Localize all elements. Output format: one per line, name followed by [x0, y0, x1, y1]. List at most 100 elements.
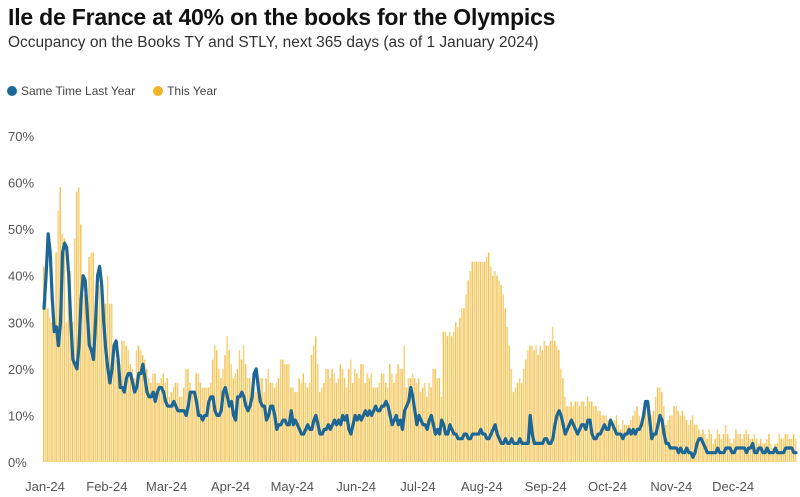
ty-bar: [459, 317, 461, 462]
ty-bar: [508, 345, 511, 462]
ty-bar: [380, 373, 383, 462]
ty-bar: [158, 382, 160, 462]
ty-bar: [434, 368, 436, 462]
ty-bar: [545, 345, 548, 462]
ty-bar: [201, 387, 204, 462]
ty-bar: [195, 373, 197, 462]
x-tick-label: Sep-24: [525, 479, 567, 494]
legend-label-ty: This Year: [167, 84, 218, 98]
ty-bar: [65, 322, 68, 462]
ty-bar: [432, 368, 434, 462]
ty-bar: [430, 387, 432, 462]
ty-bar: [360, 364, 362, 462]
ty-bar: [135, 350, 138, 462]
ty-bar: [110, 303, 113, 462]
ty-bar: [716, 429, 719, 462]
ty-bar: [86, 326, 88, 462]
ty-bar: [162, 373, 164, 462]
ty-bar: [487, 252, 490, 462]
ty-bar: [277, 378, 280, 462]
ty-bar: [286, 364, 288, 462]
ty-bar: [207, 387, 210, 462]
ty-bar: [479, 261, 482, 462]
ty-bar: [473, 261, 476, 462]
x-tick-label: Jan-24: [25, 479, 65, 494]
ty-bar: [123, 340, 125, 462]
ty-bar: [724, 424, 727, 462]
ty-bar: [677, 410, 679, 462]
ty-bar: [623, 424, 626, 462]
ty-bar: [409, 378, 412, 462]
ty-bar: [605, 415, 607, 462]
ty-bar: [323, 382, 325, 462]
legend-marker-stly: [7, 86, 17, 96]
ty-bar: [603, 415, 605, 462]
ty-bar: [220, 378, 222, 462]
ty-bar: [104, 303, 107, 462]
ty-bar: [498, 280, 500, 462]
ty-bar: [168, 396, 171, 462]
ty-bar: [685, 420, 688, 462]
legend-item-ty[interactable]: This Year: [153, 84, 217, 98]
ty-bar: [667, 420, 669, 462]
ty-bar: [788, 438, 791, 462]
ty-bar: [442, 331, 445, 462]
ty-bar: [370, 373, 373, 462]
legend-item-stly[interactable]: Same Time Last Year: [7, 84, 135, 98]
ty-bar: [384, 382, 387, 462]
ty-bar: [588, 401, 591, 462]
ty-bar: [51, 322, 53, 462]
ty-bar: [749, 438, 752, 462]
ty-bar: [673, 406, 675, 462]
ty-bar: [259, 378, 261, 462]
ty-bar: [141, 354, 144, 462]
ty-bar: [708, 429, 710, 462]
ty-bar: [609, 420, 612, 462]
ty-bar: [80, 224, 82, 462]
ty-bar: [675, 406, 677, 462]
ty-bar: [514, 387, 517, 462]
ty-bar: [209, 382, 212, 462]
ty-bar: [191, 392, 193, 462]
x-tick-label: Feb-24: [86, 479, 127, 494]
ty-bar: [47, 308, 49, 462]
ty-bar: [617, 424, 620, 462]
ty-bar: [475, 261, 478, 462]
ty-bar: [170, 392, 173, 462]
ty-bar: [611, 424, 614, 462]
ty-bar: [455, 322, 457, 462]
ty-bar: [133, 378, 136, 462]
ty-bar: [607, 420, 609, 462]
ty-bar: [516, 382, 519, 462]
ty-bar: [405, 387, 408, 462]
ty-bar: [399, 368, 401, 462]
ty-bar: [269, 382, 272, 462]
ty-bar: [403, 345, 405, 462]
ty-bar: [584, 406, 587, 462]
ty-bar: [543, 340, 546, 462]
ty-bar: [533, 350, 535, 462]
ty-bar: [512, 392, 515, 462]
ty-bar: [349, 359, 352, 462]
ty-bar: [146, 368, 148, 462]
ty-bar: [792, 434, 795, 462]
ty-bar: [232, 378, 235, 462]
ty-bar: [224, 354, 226, 462]
ty-bar: [628, 424, 630, 462]
x-tick-label: May-24: [271, 479, 314, 494]
x-tick-label: Dec-24: [712, 479, 754, 494]
ty-bar: [244, 364, 247, 462]
ty-bar: [679, 415, 682, 462]
ty-bar: [115, 359, 117, 462]
ty-bar: [71, 322, 74, 462]
ty-bar: [63, 238, 66, 462]
ty-bar: [271, 382, 274, 462]
ty-bar: [492, 275, 494, 462]
ty-bar: [446, 336, 449, 462]
ty-bar: [308, 382, 311, 462]
ty-bar: [745, 429, 747, 462]
ty-bar: [49, 317, 51, 462]
ty-bar: [669, 415, 671, 462]
y-tick-label: 50%: [8, 222, 34, 237]
ty-bar: [644, 410, 647, 462]
